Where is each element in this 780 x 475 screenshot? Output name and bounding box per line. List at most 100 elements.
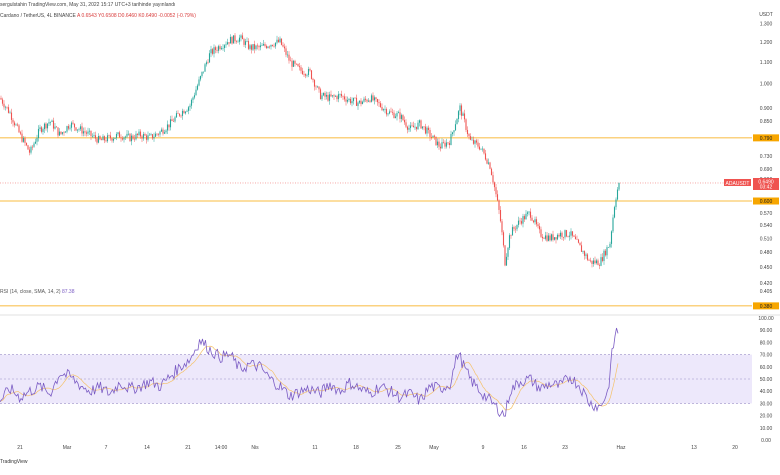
- candle-body: [261, 45, 263, 47]
- rsi-line: [0, 327, 619, 418]
- candle-body: [3, 103, 5, 108]
- candle-body: [412, 125, 415, 128]
- candle-body: [16, 124, 19, 126]
- candle-body: [487, 162, 490, 164]
- price-tick-label: 0.420: [760, 281, 773, 287]
- candle-body: [153, 136, 155, 139]
- candle-body: [337, 94, 340, 100]
- time-axis-label: Mar: [63, 445, 72, 451]
- rsi-tick-label: 90.00: [760, 328, 773, 334]
- candle-body: [177, 113, 179, 114]
- candle-body: [546, 235, 548, 241]
- candle-body: [100, 139, 103, 141]
- candle-body: [33, 143, 35, 147]
- candle-body: [97, 135, 100, 143]
- candle-body: [586, 254, 589, 260]
- candle-body: [369, 100, 371, 102]
- tradingview-logo: TradingView: [0, 459, 28, 465]
- candle-body: [216, 49, 218, 51]
- candle-body: [268, 46, 271, 48]
- candle-body: [532, 220, 535, 223]
- candle-body: [283, 46, 286, 49]
- candle-body: [610, 231, 613, 244]
- candle-body: [349, 98, 352, 104]
- last-price-tag: [753, 177, 779, 190]
- candle-body: [597, 260, 599, 266]
- candle-body: [370, 95, 373, 102]
- symbol-name: Cardano / TetherUS, 4L BINANCE: [0, 13, 76, 19]
- candle-body: [258, 46, 260, 48]
- candle-body: [12, 119, 14, 123]
- time-axis-label: 25: [395, 445, 401, 451]
- candle-body: [127, 133, 130, 135]
- candle-body: [244, 41, 247, 45]
- candle-body: [478, 146, 481, 150]
- candle-body: [298, 66, 301, 68]
- candle-body: [507, 247, 509, 257]
- candle-body: [304, 74, 307, 76]
- candle-body: [568, 235, 571, 237]
- candle-body: [147, 135, 149, 140]
- candle-body: [424, 126, 427, 134]
- candle-body: [414, 126, 416, 128]
- time-axis-label: Nis: [251, 445, 259, 451]
- candle-body: [465, 119, 467, 130]
- candle-body: [328, 94, 331, 101]
- rsi-tick-label: 80.00: [760, 340, 773, 346]
- candle-body: [123, 137, 125, 140]
- candle-body: [256, 45, 259, 47]
- candle-body: [471, 139, 473, 141]
- candle-body: [372, 95, 374, 101]
- candle-body: [574, 236, 577, 240]
- candle-body: [573, 235, 575, 237]
- candle-body: [274, 42, 277, 47]
- candle-body: [495, 187, 497, 195]
- candle-body: [24, 138, 26, 143]
- candle-body: [474, 140, 476, 144]
- candle-body: [463, 113, 466, 120]
- candle-body: [618, 182, 620, 190]
- candle-body: [166, 124, 169, 131]
- candle-body: [75, 127, 77, 131]
- candle-body: [307, 69, 310, 75]
- candle-body: [88, 130, 91, 132]
- candle-body: [57, 127, 59, 136]
- candle-body: [109, 135, 112, 139]
- candle-body: [219, 46, 221, 50]
- price-tick-label: 0.850: [760, 119, 773, 125]
- candle-body: [519, 220, 521, 222]
- candle-body: [4, 106, 7, 108]
- candle-body: [145, 135, 148, 140]
- time-axis-label: 14: [144, 445, 150, 451]
- candle-body: [303, 74, 305, 75]
- candle-body: [466, 129, 469, 135]
- candle-body: [243, 39, 245, 45]
- candle-body: [430, 136, 433, 138]
- candle-body: [469, 136, 472, 140]
- price-tick-label: 0.690: [760, 167, 773, 173]
- time-axis-label: 11: [312, 445, 317, 451]
- candle-body: [345, 99, 347, 102]
- candle-body: [15, 124, 17, 126]
- candle-body: [390, 111, 392, 113]
- candle-body: [591, 260, 593, 264]
- candle-body: [379, 103, 382, 107]
- candle-body: [262, 44, 265, 46]
- candle-body: [198, 79, 200, 86]
- candle-body: [273, 45, 275, 47]
- candle-body: [540, 229, 542, 237]
- candle-body: [336, 96, 338, 100]
- candle-body: [228, 42, 230, 44]
- candle-body: [25, 142, 28, 146]
- candle-body: [355, 97, 358, 106]
- candle-body: [583, 251, 586, 256]
- candle-body: [205, 62, 208, 65]
- candle-body: [384, 109, 386, 110]
- candle-body: [250, 45, 253, 50]
- candle-body: [352, 97, 355, 102]
- candle-body: [600, 257, 602, 266]
- candle-body: [472, 139, 475, 144]
- candle-body: [117, 132, 119, 135]
